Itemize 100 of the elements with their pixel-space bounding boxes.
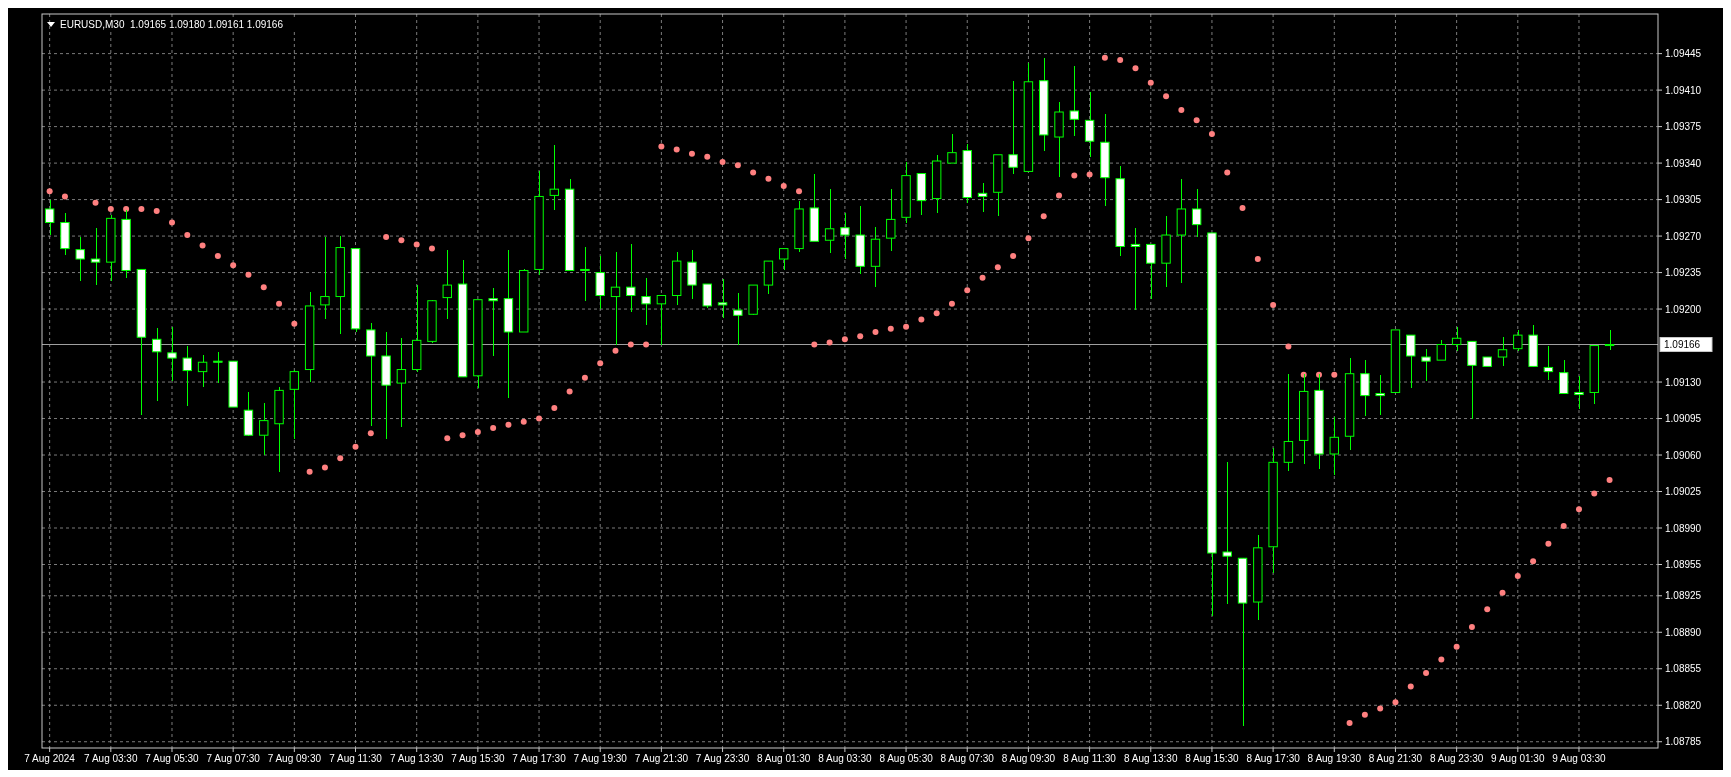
y-tick-label: 1.08820	[1665, 699, 1702, 711]
x-tick-label: 8 Aug 03:30	[818, 753, 873, 764]
y-tick-label: 1.08955	[1665, 559, 1702, 570]
candlestick	[1146, 243, 1156, 300]
candlestick	[763, 260, 774, 296]
candlestick	[213, 351, 223, 384]
x-tick-label: 8 Aug 07:30	[940, 753, 995, 764]
candlestick	[580, 245, 590, 302]
candlestick	[167, 326, 177, 382]
candlestick	[1497, 336, 1508, 368]
x-tick-label: 9 Aug 01:30	[1491, 753, 1545, 764]
candlestick	[90, 226, 101, 286]
candlestick	[1130, 226, 1141, 311]
y-tick-label: 1.09060	[1665, 449, 1702, 461]
y-tick-label: 1.08855	[1665, 663, 1702, 675]
candlestick	[182, 344, 192, 407]
candlestick	[779, 247, 789, 272]
x-tick-label: 7 Aug 15:30	[451, 753, 505, 764]
y-tick-label: 1.08890	[1665, 626, 1702, 638]
candlestick	[947, 133, 957, 164]
y-tick-label: 1.09270	[1665, 230, 1702, 242]
candlestick	[1069, 65, 1080, 137]
candlestick	[1222, 461, 1232, 605]
x-tick-label: 7 Aug 11:30	[329, 753, 383, 764]
candlestick	[824, 188, 835, 254]
candlestick	[289, 368, 300, 441]
chart-title: EURUSD,M30 1.09165 1.09180 1.09161 1.09166	[60, 18, 284, 30]
candlestick	[840, 212, 850, 260]
y-tick-label: 1.09445	[1665, 48, 1702, 60]
x-tick-label: 7 Aug 09:30	[267, 753, 322, 764]
y-tick-label: 1.09235	[1665, 267, 1702, 279]
x-tick-label: 7 Aug 13:30	[389, 753, 444, 764]
candlestick	[1375, 373, 1385, 417]
candlestick	[1406, 334, 1416, 390]
x-tick-label: 7 Aug 2024	[24, 753, 76, 764]
candlestick	[595, 255, 605, 310]
candlestick	[1084, 91, 1095, 158]
ref-line-label: 1.09166	[1664, 339, 1701, 351]
candlestick	[197, 354, 208, 389]
candlestick	[1558, 359, 1569, 395]
candlestick	[1467, 340, 1477, 420]
x-tick-label: 8 Aug 15:30	[1185, 753, 1240, 764]
x-tick-label: 7 Aug 07:30	[206, 753, 261, 764]
candlestick	[1283, 372, 1294, 472]
candlestick	[396, 337, 407, 428]
candlestick	[717, 278, 728, 320]
candlestick	[1436, 339, 1447, 361]
candlestick	[1451, 326, 1462, 352]
candlestick	[1008, 79, 1018, 175]
x-tick-label: 7 Aug 21:30	[634, 753, 689, 764]
y-tick-label: 1.09410	[1665, 84, 1702, 96]
y-tick-label: 1.09200	[1665, 303, 1702, 315]
x-tick-label: 8 Aug 17:30	[1246, 753, 1301, 764]
x-tick-label: 8 Aug 13:30	[1124, 753, 1178, 764]
y-tick-label: 1.08925	[1665, 590, 1702, 602]
candlestick	[733, 292, 743, 346]
x-tick-label: 8 Aug 09:30	[1001, 753, 1056, 764]
x-tick-label: 8 Aug 21:30	[1368, 753, 1423, 764]
candlestick	[687, 248, 697, 300]
x-tick-label: 8 Aug 11:30	[1063, 753, 1117, 764]
x-tick-label: 7 Aug 03:30	[84, 753, 138, 764]
x-tick-label: 7 Aug 19:30	[573, 753, 628, 764]
x-tick-label: 8 Aug 23:30	[1429, 753, 1484, 764]
y-tick-label: 1.09375	[1665, 121, 1702, 133]
candlestick	[702, 283, 712, 309]
candlestick	[1574, 375, 1584, 410]
candlestick	[1604, 329, 1615, 351]
candlestick	[656, 294, 667, 346]
candlestick	[1513, 329, 1523, 352]
candlestick	[44, 198, 55, 236]
x-tick-label: 7 Aug 05:30	[145, 753, 200, 764]
candlestick	[442, 248, 452, 321]
y-tick-label: 1.08990	[1665, 522, 1702, 534]
candlestick	[549, 144, 560, 211]
candlestick	[610, 250, 621, 346]
candlestick	[626, 243, 636, 313]
x-tick-label: 7 Aug 23:30	[695, 753, 750, 764]
x-tick-label: 8 Aug 19:30	[1307, 753, 1362, 764]
y-tick-label: 1.08785	[1665, 736, 1702, 748]
candlestick	[1191, 188, 1202, 238]
candlestick	[488, 287, 498, 357]
candlestick	[1543, 344, 1554, 381]
x-tick-label: 9 Aug 03:30	[1552, 753, 1607, 764]
y-tick-label: 1.09095	[1665, 413, 1702, 425]
y-tick-label: 1.09025	[1665, 486, 1702, 498]
y-tick-label: 1.09305	[1665, 194, 1702, 206]
candlestick	[75, 236, 85, 282]
x-tick-label: 8 Aug 05:30	[879, 753, 934, 764]
candlestick	[259, 402, 269, 456]
candlestick	[320, 236, 330, 321]
candlestick	[641, 277, 651, 326]
x-tick-label: 7 Aug 17:30	[512, 753, 567, 764]
candlestick	[977, 182, 988, 213]
candlestick	[1421, 347, 1431, 382]
x-tick-label: 8 Aug 01:30	[757, 753, 811, 764]
candlestick	[1329, 416, 1339, 476]
y-tick-label: 1.09340	[1665, 157, 1702, 169]
candlestick	[1360, 359, 1370, 418]
y-tick-label: 1.09130	[1665, 376, 1702, 388]
candlestick	[886, 188, 896, 252]
